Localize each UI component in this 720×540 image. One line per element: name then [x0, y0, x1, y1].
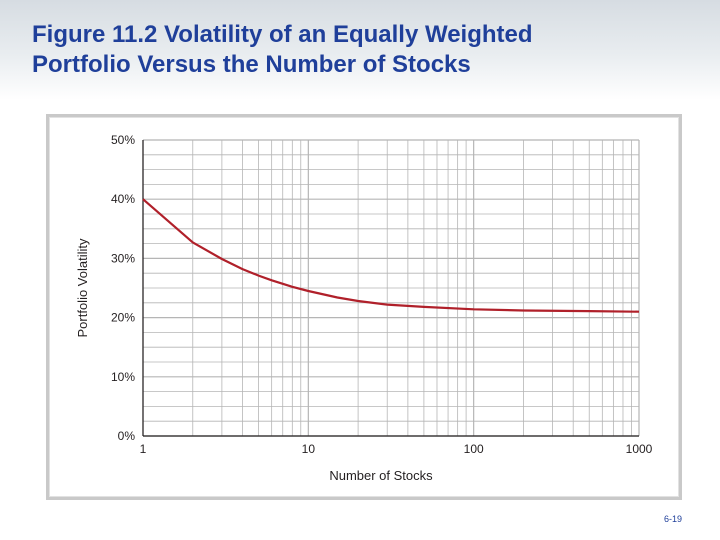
series	[142, 198, 640, 313]
x-tick-label: 1000	[626, 442, 653, 456]
slide-title: Figure 11.2 Volatility of an Equally Wei…	[32, 20, 692, 80]
page-number: 6-19	[663, 514, 682, 524]
figure-frame: 0% 10% 20% 30% 40% 50% 1 10 100 1000 Portfolio Vo…	[46, 114, 682, 500]
y-tick-label: 20%	[111, 311, 135, 325]
y-tick-label: 40%	[111, 192, 135, 206]
x-tick-label: 100	[464, 442, 484, 456]
slide-title-line-2: Portfolio Versus the Number of Stocks	[32, 51, 471, 78]
y-tick-label: 10%	[111, 370, 135, 384]
x-tick-label: 1	[140, 442, 147, 456]
grid-lines	[142, 139, 640, 437]
y-tick-label: 0%	[118, 429, 136, 443]
y-axis-label: Portfolio Volatility	[75, 238, 90, 337]
y-tick-label: 50%	[111, 133, 135, 147]
slide-header	[0, 0, 720, 100]
y-tick-label: 30%	[111, 251, 135, 265]
slide-title-line-1: Figure 11.2 Volatility of an Equally Wei…	[32, 21, 533, 48]
x-tick-label: 10	[302, 442, 316, 456]
x-axis-label: Number of Stocks	[329, 468, 433, 483]
volatility-curve	[142, 198, 640, 313]
tick-labels: 0% 10% 20% 30% 40% 50% 1 10 100 1000	[111, 133, 653, 456]
volatility-chart: 0% 10% 20% 30% 40% 50% 1 10 100 1000 Portfolio Vo…	[75, 133, 653, 483]
axes	[142, 140, 639, 437]
